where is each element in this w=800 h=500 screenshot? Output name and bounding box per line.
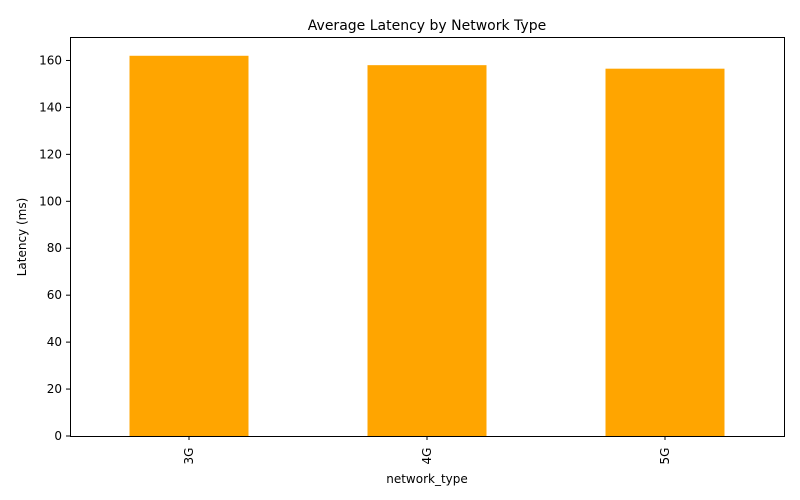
x-tick-label: 5G xyxy=(658,448,672,465)
y-axis-ticks: 0 20 40 60 80 100 120 140 160 xyxy=(39,53,70,443)
y-tick-label: 80 xyxy=(47,241,62,255)
bar-3G xyxy=(129,55,249,437)
y-tick-label: 0 xyxy=(54,429,62,443)
y-tick-label: 120 xyxy=(39,147,62,161)
y-tick-label: 40 xyxy=(47,335,62,349)
x-tick-label: 3G xyxy=(182,448,196,465)
x-tick-label: 4G xyxy=(420,448,434,465)
y-tick-label: 140 xyxy=(39,100,62,114)
plot-frame xyxy=(70,37,785,437)
y-axis-label: Latency (ms) xyxy=(15,198,29,277)
y-tick-label: 100 xyxy=(39,194,62,208)
chart-title: Average Latency by Network Type xyxy=(308,18,546,34)
y-tick-label: 60 xyxy=(47,288,62,302)
x-axis-ticks: 3G 4G 5G xyxy=(182,436,672,464)
bar-4G xyxy=(367,65,487,436)
x-axis-label: network_type xyxy=(386,472,468,486)
bar-5G xyxy=(605,68,725,436)
y-tick-label: 160 xyxy=(39,53,62,67)
y-tick-label: 20 xyxy=(47,382,62,396)
bars-group xyxy=(129,55,725,437)
